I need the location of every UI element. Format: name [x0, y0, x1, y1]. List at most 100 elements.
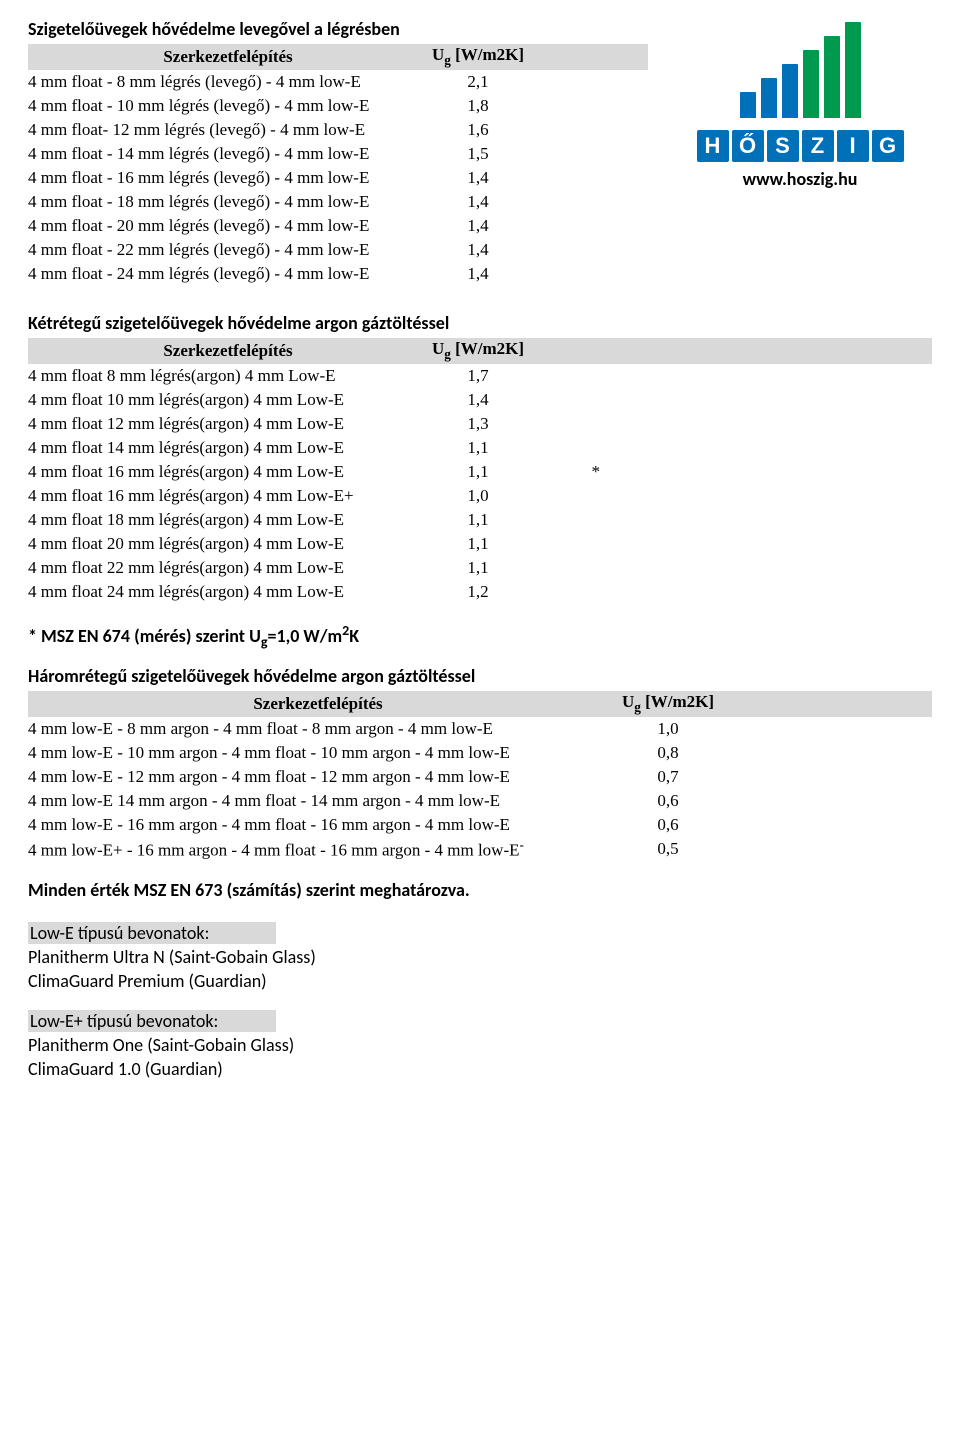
table-3-header: Szerkezetfelépítés Ug [W/m2K]: [28, 691, 932, 717]
row-value: 0,8: [608, 743, 728, 763]
footer-note: Minden érték MSZ EN 673 (számítás) szeri…: [28, 879, 932, 901]
row-label: 4 mm float - 20 mm légrés (levegő) - 4 m…: [28, 216, 428, 236]
row-value: 1,0: [428, 486, 528, 506]
table-2-container: Kétrétegű szigetelőüvegek hővédelme argo…: [28, 312, 932, 651]
table-row: 4 mm float - 8 mm légrés (levegő) - 4 mm…: [28, 70, 648, 94]
table-row: 4 mm float 18 mm légrés(argon) 4 mm Low-…: [28, 508, 932, 532]
lowe-header: Low-E típusú bevonatok:: [28, 922, 276, 944]
table-2-header-label: Szerkezetfelépítés: [28, 341, 428, 361]
row-value: 1,4: [428, 390, 528, 410]
row-label: 4 mm float 20 mm légrés(argon) 4 mm Low-…: [28, 534, 428, 554]
table-2-note: * MSZ EN 674 (mérés) szerint Ug=1,0 W/m2…: [28, 622, 932, 651]
row-value: 0,6: [608, 815, 728, 835]
table-3-header-value: Ug [W/m2K]: [608, 692, 728, 715]
row-label: 4 mm low-E - 10 mm argon - 4 mm float - …: [28, 743, 608, 763]
table-row: 4 mm low-E - 16 mm argon - 4 mm float - …: [28, 813, 932, 837]
lowe-line: ClimaGuard Premium (Guardian): [28, 969, 932, 993]
table-row: 4 mm float 22 mm légrés(argon) 4 mm Low-…: [28, 556, 932, 580]
table-row: 4 mm low-E+ - 16 mm argon - 4 mm float -…: [28, 837, 932, 861]
logo-letter: I: [837, 130, 869, 162]
row-value: 1,6: [428, 120, 528, 140]
lowep-line: Planitherm One (Saint-Gobain Glass): [28, 1033, 932, 1057]
table-row: 4 mm float - 18 mm légrés (levegő) - 4 m…: [28, 190, 648, 214]
table-1-header: Szerkezetfelépítés Ug [W/m2K]: [28, 44, 648, 70]
row-label: 4 mm float - 10 mm légrés (levegő) - 4 m…: [28, 96, 428, 116]
table-row: 4 mm float 10 mm légrés(argon) 4 mm Low-…: [28, 388, 932, 412]
logo-letter: Ő: [732, 130, 764, 162]
table-row: 4 mm low-E - 8 mm argon - 4 mm float - 8…: [28, 717, 932, 741]
row-value: 1,8: [428, 96, 528, 116]
logo-container: HŐSZIG www.hoszig.hu: [648, 18, 932, 190]
logo-letter: S: [767, 130, 799, 162]
row-value: 1,4: [428, 168, 528, 188]
row-label: 4 mm float - 14 mm légrés (levegő) - 4 m…: [28, 144, 428, 164]
row-label: 4 mm float 16 mm légrés(argon) 4 mm Low-…: [28, 486, 428, 506]
row-value: 0,5: [608, 839, 728, 859]
row-value: 1,7: [428, 366, 528, 386]
table-2-header-value: Ug [W/m2K]: [428, 339, 528, 362]
logo-letter: Z: [802, 130, 834, 162]
row-value: 0,6: [608, 791, 728, 811]
row-value: 1,4: [428, 192, 528, 212]
row-label: 4 mm float - 24 mm légrés (levegő) - 4 m…: [28, 264, 428, 284]
table-row: 4 mm low-E 14 mm argon - 4 mm float - 14…: [28, 789, 932, 813]
row-label: 4 mm float - 16 mm légrés (levegő) - 4 m…: [28, 168, 428, 188]
row-label: 4 mm low-E - 12 mm argon - 4 mm float - …: [28, 767, 608, 787]
logo-letter: H: [697, 130, 729, 162]
row-value: 1,1: [428, 534, 528, 554]
row-label: 4 mm float 14 mm légrés(argon) 4 mm Low-…: [28, 438, 428, 458]
row-label: 4 mm float- 12 mm légrés (levegő) - 4 mm…: [28, 120, 428, 140]
lowe-header-row: Low-E típusú bevonatok:: [28, 921, 932, 945]
table-row: 4 mm low-E - 10 mm argon - 4 mm float - …: [28, 741, 932, 765]
row-value: 1,1: [428, 558, 528, 578]
row-label: 4 mm low-E - 16 mm argon - 4 mm float - …: [28, 815, 608, 835]
logo-bar: [803, 50, 819, 118]
table-row: 4 mm float 24 mm légrés(argon) 4 mm Low-…: [28, 580, 932, 604]
logo-bars: [740, 22, 861, 124]
row-label: 4 mm low-E 14 mm argon - 4 mm float - 14…: [28, 791, 608, 811]
table-row: 4 mm float - 22 mm légrés (levegő) - 4 m…: [28, 238, 648, 262]
row-value: 1,4: [428, 264, 528, 284]
table-2-header: Szerkezetfelépítés Ug [W/m2K]: [28, 338, 932, 364]
logo-letter: G: [872, 130, 904, 162]
lowe-line: Planitherm Ultra N (Saint-Gobain Glass): [28, 945, 932, 969]
table-row: 4 mm float 20 mm légrés(argon) 4 mm Low-…: [28, 532, 932, 556]
table-3-title: Háromrétegű szigetelőüvegek hővédelme ar…: [28, 665, 932, 687]
row-label: 4 mm float 8 mm légrés(argon) 4 mm Low-E: [28, 366, 428, 386]
logo-bar: [824, 36, 840, 118]
table-row: 4 mm low-E - 12 mm argon - 4 mm float - …: [28, 765, 932, 789]
row-value: 1,4: [428, 240, 528, 260]
table-2-title: Kétrétegű szigetelőüvegek hővédelme argo…: [28, 312, 932, 334]
logo-letters: HŐSZIG: [697, 130, 904, 162]
table-1-header-value: Ug [W/m2K]: [428, 45, 528, 68]
website-text: www.hoszig.hu: [743, 168, 858, 190]
table-row: 4 mm float - 16 mm légrés (levegő) - 4 m…: [28, 166, 648, 190]
logo-bar: [761, 78, 777, 118]
row-value: 1,5: [428, 144, 528, 164]
table-row: 4 mm float - 24 mm légrés (levegő) - 4 m…: [28, 262, 648, 286]
row-extra: *: [528, 462, 608, 482]
row-value: 2,1: [428, 72, 528, 92]
lowep-header: Low-E+ típusú bevonatok:: [28, 1010, 276, 1032]
table-3-header-label: Szerkezetfelépítés: [28, 694, 608, 714]
row-label: 4 mm float 24 mm légrés(argon) 4 mm Low-…: [28, 582, 428, 602]
lowep-header-row: Low-E+ típusú bevonatok:: [28, 1009, 932, 1033]
row-label: 4 mm float - 18 mm légrés (levegő) - 4 m…: [28, 192, 428, 212]
table-row: 4 mm float - 14 mm légrés (levegő) - 4 m…: [28, 142, 648, 166]
row-label: 4 mm float - 8 mm légrés (levegő) - 4 mm…: [28, 72, 428, 92]
table-row: 4 mm float 16 mm légrés(argon) 4 mm Low-…: [28, 460, 932, 484]
row-label: 4 mm float 22 mm légrés(argon) 4 mm Low-…: [28, 558, 428, 578]
table-1-header-label: Szerkezetfelépítés: [28, 47, 428, 67]
row-value: 1,0: [608, 719, 728, 739]
table-row: 4 mm float- 12 mm légrés (levegő) - 4 mm…: [28, 118, 648, 142]
row-label: 4 mm float 10 mm légrés(argon) 4 mm Low-…: [28, 390, 428, 410]
table-1-container: Szigetelőüvegek hővédelme levegővel a lé…: [28, 18, 648, 286]
row-value: 1,1: [428, 462, 528, 482]
row-value: 1,1: [428, 510, 528, 530]
logo-bar: [845, 22, 861, 118]
row-value: 1,4: [428, 216, 528, 236]
table-row: 4 mm float - 20 mm légrés (levegő) - 4 m…: [28, 214, 648, 238]
logo-bar: [782, 64, 798, 118]
row-value: 0,7: [608, 767, 728, 787]
row-label: 4 mm low-E+ - 16 mm argon - 4 mm float -…: [28, 837, 608, 861]
